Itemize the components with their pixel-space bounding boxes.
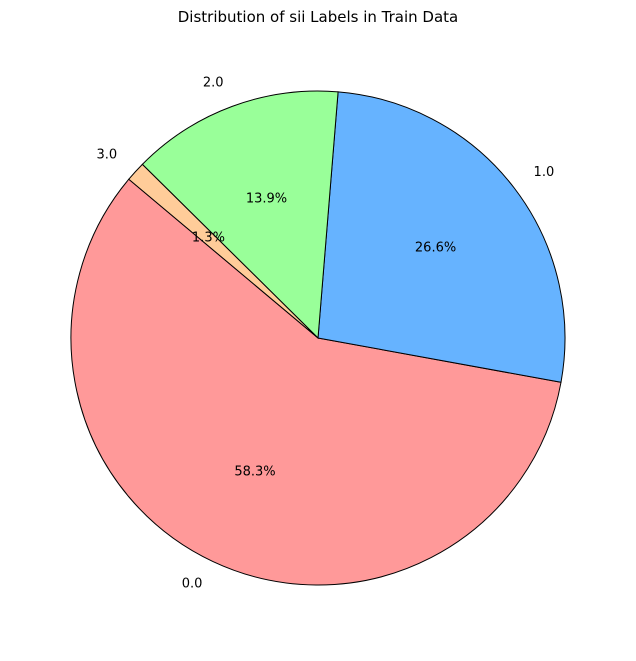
pie-slice-1-0 [317, 91, 566, 383]
slice-category-label: 3.0 [96, 148, 117, 163]
pie-slice-0-0 [70, 178, 562, 586]
pie-slice-2-0 [141, 90, 339, 340]
slice-percent-label: 13.9% [246, 192, 287, 207]
slice-category-label: 0.0 [182, 576, 203, 591]
slice-percent-label: 58.3% [234, 465, 275, 480]
slice-percent-label: 1.3% [192, 231, 225, 246]
pie-slices [70, 90, 566, 586]
slice-percent-label: 26.6% [415, 240, 456, 255]
slice-category-label: 2.0 [203, 76, 224, 91]
slice-category-label: 1.0 [534, 165, 555, 180]
pie-labels: 0.0 58.3% 1.0 26.6% 2.0 13.9% 3.0 1.3% [96, 76, 554, 592]
pie-slice-3-0 [128, 163, 319, 339]
chart-title: Distribution of sii Labels in Train Data [178, 8, 459, 26]
